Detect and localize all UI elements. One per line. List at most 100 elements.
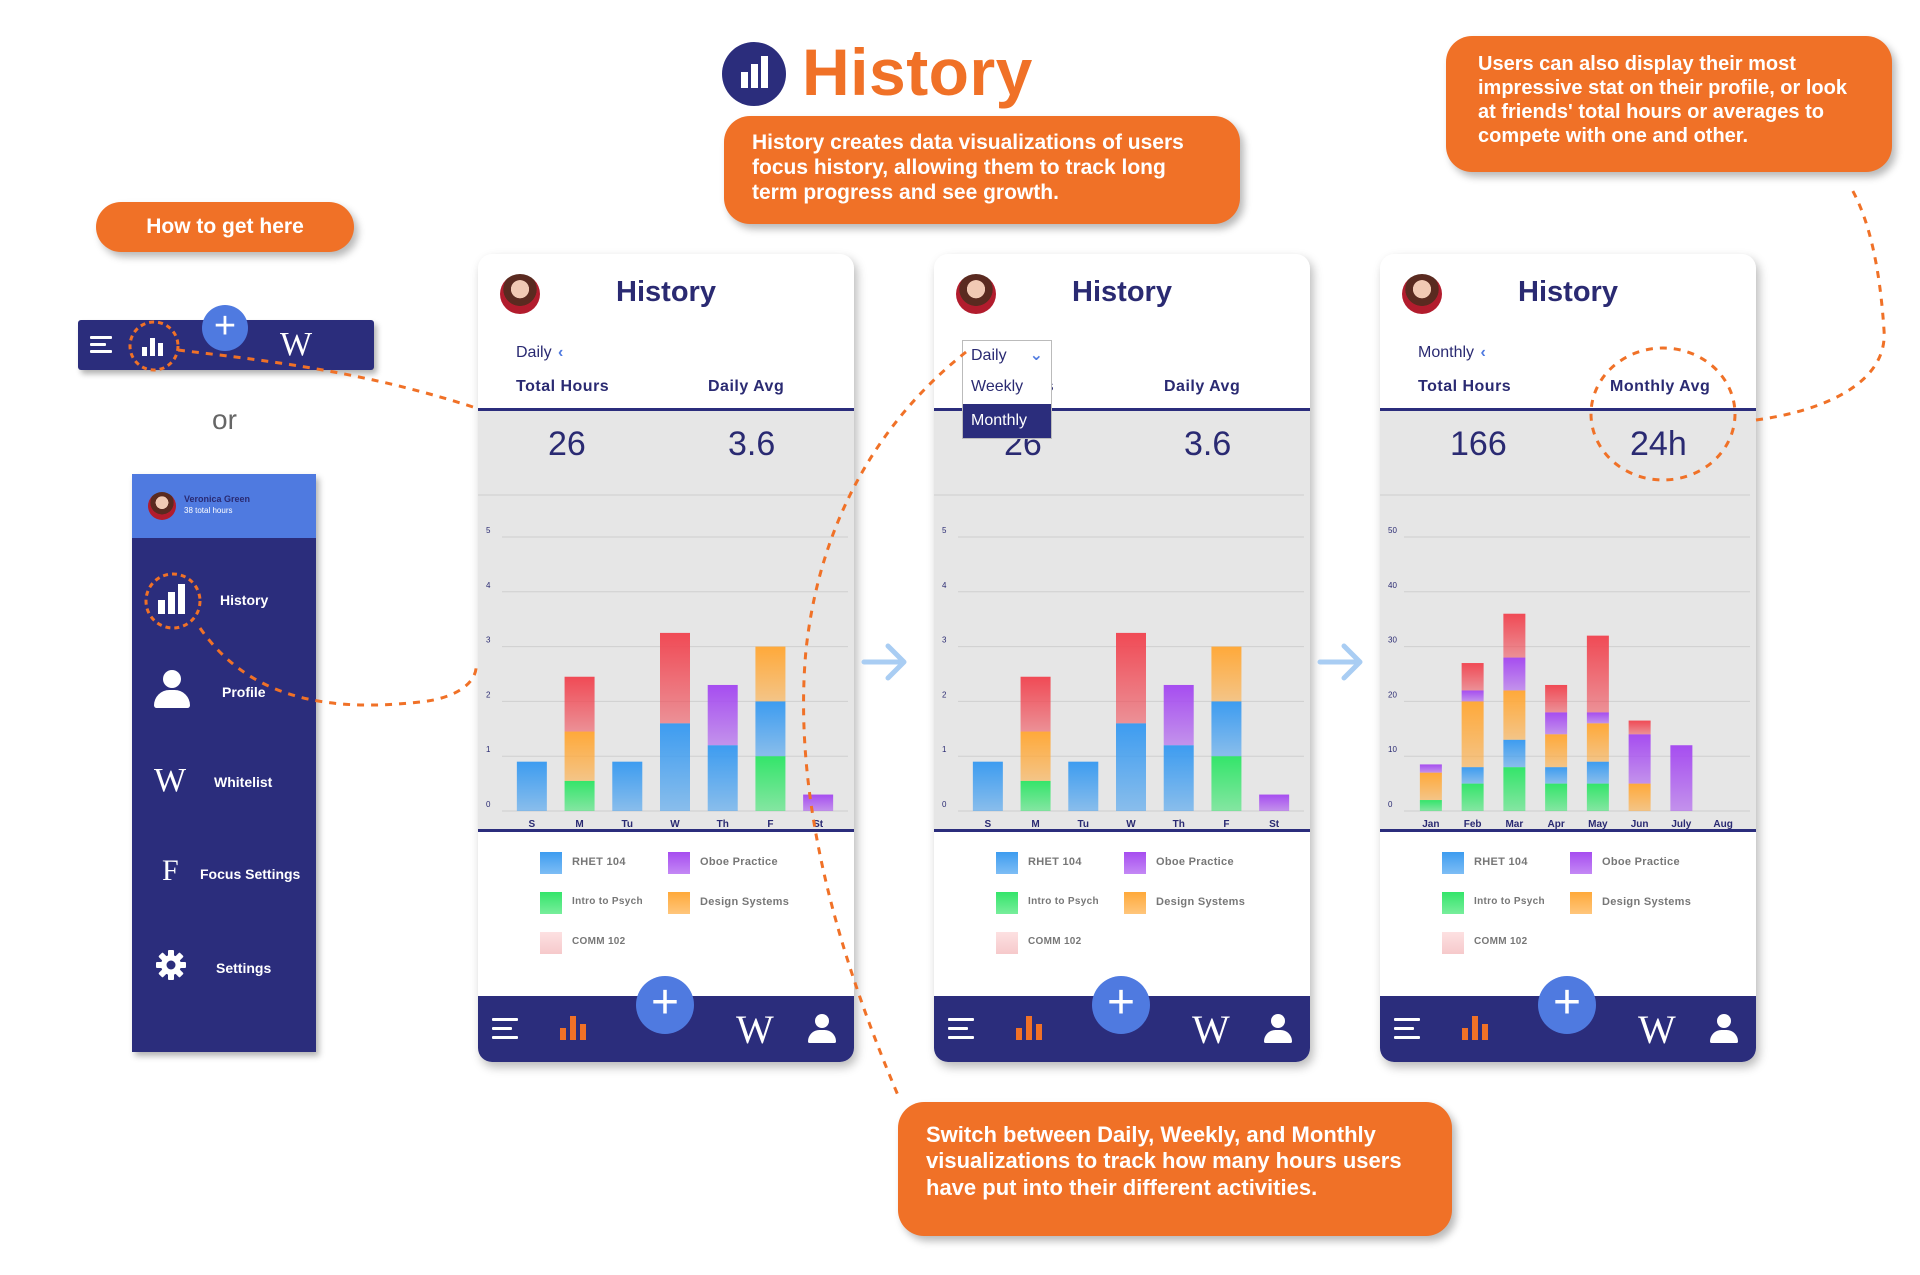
bar-segment-comm-102[interactable] [1116,632,1146,724]
y-tick-label: 3 [486,636,491,645]
person-icon[interactable] [1710,1014,1738,1044]
whitelist-button[interactable]: W [736,1007,774,1052]
bar-segment-oboe-practice[interactable] [1419,764,1442,773]
menu-icon[interactable] [948,1018,974,1040]
bar-segment-design-systems[interactable] [1211,646,1242,702]
bar-segment-comm-102[interactable] [564,676,595,732]
sidebar-item-whitelist[interactable]: W Whitelist [132,756,316,816]
bar-segment-rhet-104[interactable] [755,701,786,757]
mini-w-button[interactable]: W [280,326,313,363]
person-icon[interactable] [1264,1014,1292,1044]
bar-segment-design-systems[interactable] [755,646,786,702]
person-icon [152,670,192,710]
bar-segment-design-systems[interactable] [1419,772,1442,801]
legend-swatch [1570,892,1592,914]
bar-segment-oboe-practice[interactable] [803,794,834,811]
menu-icon[interactable] [90,336,112,354]
bar-segment-design-systems[interactable] [564,731,595,781]
bar-segment-intro-to-psych[interactable] [755,756,786,811]
period-dropdown[interactable]: Daily ⌄ [962,340,1052,372]
dropdown-option-weekly[interactable]: Weekly [971,378,1024,395]
period-selector[interactable]: Daily ‹ [516,344,563,362]
bar-segment-intro-to-psych[interactable] [1020,780,1051,811]
bar-segment-design-systems[interactable] [1628,783,1651,811]
bar-segment-rhet-104[interactable] [1503,739,1526,768]
avatar[interactable] [500,274,540,314]
legend-swatch [996,892,1018,914]
bar-segment-oboe-practice[interactable] [1163,684,1194,746]
avatar[interactable] [1402,274,1442,314]
average-label: Daily Avg [1164,378,1241,395]
whitelist-button[interactable]: W [1638,1007,1676,1052]
bar-segment-rhet-104[interactable] [1586,761,1609,784]
stats-panel: 166 24h 0 10 20 30 40 50 Jan Feb Mar Apr May Jun Jul… [1380,408,1756,832]
total-hours-value: 166 [1450,425,1507,463]
bar-segment-intro-to-psych[interactable] [1503,767,1526,811]
bar-segment-design-systems[interactable] [1020,731,1051,781]
sidebar-item-history[interactable]: History [132,574,316,634]
sidebar-item-settings[interactable]: Settings [132,940,316,1000]
bar-segment-oboe-practice[interactable] [707,684,738,746]
legend-swatch [540,932,562,954]
bar-chart-icon[interactable] [560,1014,586,1040]
add-button[interactable]: + [1538,976,1596,1034]
bar-segment-oboe-practice[interactable] [1586,712,1609,724]
bar-segment-rhet-104[interactable] [1163,745,1194,811]
x-tick-label: May [1588,819,1608,830]
bar-segment-rhet-104[interactable] [612,761,643,811]
bar-segment-oboe-practice[interactable] [1461,690,1484,702]
legend-swatch [668,892,690,914]
person-icon[interactable] [808,1014,836,1044]
bar-segment-design-systems[interactable] [1586,723,1609,762]
bar-segment-oboe-practice[interactable] [1545,712,1568,735]
bar-segment-rhet-104[interactable] [707,745,738,811]
mini-add-button[interactable]: + [202,305,248,351]
period-selector[interactable]: Monthly ‹ [1418,344,1486,362]
bar-segment-oboe-practice[interactable] [1503,657,1526,691]
sidebar-item-focus-settings[interactable]: F Focus Settings [132,846,316,906]
bar-segment-comm-102[interactable] [1503,613,1526,658]
menu-icon[interactable] [1394,1018,1420,1040]
bar-segment-rhet-104[interactable] [1461,767,1484,784]
x-tick-label: Tu [622,819,633,830]
bar-segment-comm-102[interactable] [1461,663,1484,691]
bar-segment-rhet-104[interactable] [516,761,547,811]
bar-segment-intro-to-psych[interactable] [1461,783,1484,811]
bar-segment-oboe-practice[interactable] [1259,794,1290,811]
bar-segment-rhet-104[interactable] [972,761,1003,811]
bar-segment-rhet-104[interactable] [1116,723,1146,811]
screen-title: History [1518,276,1618,308]
add-button[interactable]: + [1092,976,1150,1034]
dropdown-option-monthly[interactable]: Monthly [963,404,1051,438]
bar-segment-comm-102[interactable] [1628,720,1651,735]
bar-segment-rhet-104[interactable] [1545,767,1568,784]
bar-segment-intro-to-psych[interactable] [1586,783,1609,811]
bar-segment-design-systems[interactable] [1545,734,1568,768]
x-tick-label: St [1269,819,1280,830]
bar-chart-icon[interactable] [1016,1014,1042,1040]
sidebar-item-profile[interactable]: Profile [132,664,316,724]
bar-segment-intro-to-psych[interactable] [1211,756,1242,811]
dropdown-current[interactable]: Daily ⌄ [963,341,1051,371]
x-tick-label: Tu [1078,819,1089,830]
add-button[interactable]: + [636,976,694,1034]
bar-segment-design-systems[interactable] [1461,701,1484,768]
bar-segment-intro-to-psych[interactable] [1545,783,1568,811]
avatar[interactable] [956,274,996,314]
bar-segment-oboe-practice[interactable] [1670,745,1693,811]
bar-chart-icon[interactable] [1462,1014,1488,1040]
bar-segment-comm-102[interactable] [1586,635,1609,713]
bar-segment-comm-102[interactable] [660,632,690,724]
bar-segment-rhet-104[interactable] [660,723,690,811]
bar-segment-intro-to-psych[interactable] [564,780,595,811]
bar-segment-comm-102[interactable] [1020,676,1051,732]
bar-segment-design-systems[interactable] [1503,690,1526,740]
bar-segment-oboe-practice[interactable] [1628,734,1651,784]
whitelist-button[interactable]: W [1192,1007,1230,1052]
bar-segment-rhet-104[interactable] [1211,701,1242,757]
bar-segment-intro-to-psych[interactable] [1419,800,1442,811]
bar-chart-icon[interactable] [142,334,164,356]
menu-icon[interactable] [492,1018,518,1040]
bar-segment-rhet-104[interactable] [1068,761,1099,811]
bar-segment-comm-102[interactable] [1545,684,1568,713]
